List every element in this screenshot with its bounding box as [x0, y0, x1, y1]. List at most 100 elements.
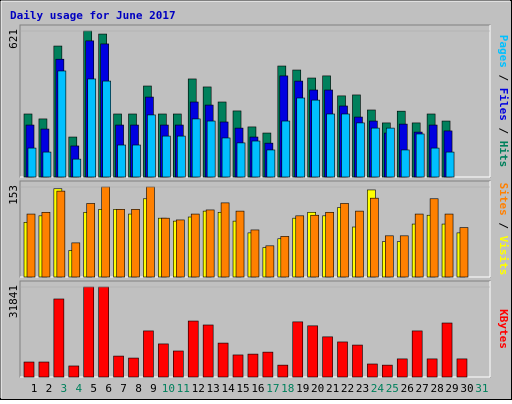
bar	[371, 127, 380, 178]
bar	[232, 354, 244, 378]
bar	[235, 210, 245, 278]
legend-entry: KBytes	[497, 309, 510, 349]
bar	[162, 135, 171, 178]
bar	[396, 358, 408, 378]
bar	[57, 70, 67, 178]
bar	[190, 213, 200, 278]
bar	[161, 217, 170, 278]
bar	[101, 186, 110, 278]
bar	[265, 245, 275, 278]
legend-entry: Hits	[497, 141, 510, 168]
x-tick-label: 8	[135, 382, 142, 395]
bar	[146, 186, 155, 278]
bar	[220, 202, 230, 278]
bar	[236, 142, 246, 178]
legend-entry: Visits	[497, 236, 510, 276]
bar	[411, 330, 423, 378]
bar	[158, 343, 169, 378]
bar	[429, 198, 439, 278]
bar	[116, 209, 125, 278]
bar	[445, 151, 455, 178]
bar	[456, 358, 468, 378]
bar	[356, 122, 365, 178]
bar	[262, 351, 274, 378]
bar	[251, 140, 261, 178]
bar	[117, 144, 126, 178]
bar	[23, 361, 35, 378]
legend-entry: Pages	[497, 35, 510, 68]
bar	[86, 203, 96, 278]
x-tick-label: 16	[251, 382, 264, 395]
x-tick-label: 23	[356, 382, 369, 395]
legend-separator: /	[497, 68, 510, 88]
x-tick-label: 19	[296, 382, 309, 395]
bar	[277, 364, 289, 378]
bar	[187, 320, 199, 378]
x-tick-label: 14	[221, 382, 235, 395]
legend-entry: Files	[497, 88, 510, 121]
bar	[415, 133, 425, 178]
bar	[444, 213, 454, 278]
bar	[247, 353, 259, 378]
legend-separator: /	[497, 121, 510, 141]
bar	[352, 344, 363, 378]
x-tick-label: 6	[105, 382, 112, 395]
bar	[41, 211, 51, 278]
x-tick-label: 17	[266, 382, 279, 395]
bar	[414, 213, 424, 278]
x-tick-label: 7	[120, 382, 127, 395]
legend: Pages / Files / Hits	[497, 35, 510, 168]
bar	[147, 114, 156, 178]
bar	[128, 357, 139, 378]
bar	[71, 242, 81, 278]
bar	[399, 235, 409, 278]
bar	[340, 203, 349, 278]
bar	[191, 118, 201, 178]
x-tick-label: 31	[475, 382, 488, 395]
bar	[459, 227, 469, 278]
bar	[382, 364, 393, 378]
bar	[143, 330, 154, 378]
bar	[217, 342, 229, 378]
bar	[386, 127, 395, 178]
bar	[202, 324, 214, 378]
chart-title: Daily usage for June 2017	[10, 9, 176, 22]
x-tick-label: 27	[416, 382, 429, 395]
x-tick-label: 5	[90, 382, 97, 395]
bar	[27, 147, 37, 178]
legend-entry: Sites	[497, 183, 510, 216]
bar	[177, 135, 186, 178]
bar	[221, 137, 231, 178]
x-tick-label: 22	[341, 382, 354, 395]
bar	[250, 229, 260, 278]
legend: KBytes	[497, 309, 510, 349]
bar	[325, 211, 334, 278]
bar	[132, 144, 141, 178]
x-tick-label: 18	[281, 382, 294, 395]
x-tick-label: 13	[207, 382, 220, 395]
x-tick-label: 25	[386, 382, 399, 395]
bar	[441, 322, 453, 378]
bar	[367, 363, 378, 378]
y-tick-label: 31841	[7, 285, 20, 318]
bar	[370, 197, 379, 278]
x-tick-label: 24	[371, 382, 385, 395]
bar	[83, 286, 95, 378]
bar	[98, 286, 109, 378]
bar	[295, 215, 305, 278]
bar	[430, 147, 440, 178]
x-tick-label: 21	[326, 382, 339, 395]
bar	[311, 99, 320, 178]
y-tick-label: 153	[7, 185, 20, 205]
bar	[326, 113, 335, 178]
x-tick-label: 29	[445, 382, 458, 395]
bar	[131, 209, 140, 278]
bar	[72, 158, 82, 178]
x-tick-label: 20	[311, 382, 324, 395]
x-tick-label: 9	[150, 382, 157, 395]
bar	[173, 350, 184, 378]
bar	[176, 219, 185, 278]
y-tick-label: 621	[7, 29, 20, 49]
bar	[113, 355, 124, 378]
